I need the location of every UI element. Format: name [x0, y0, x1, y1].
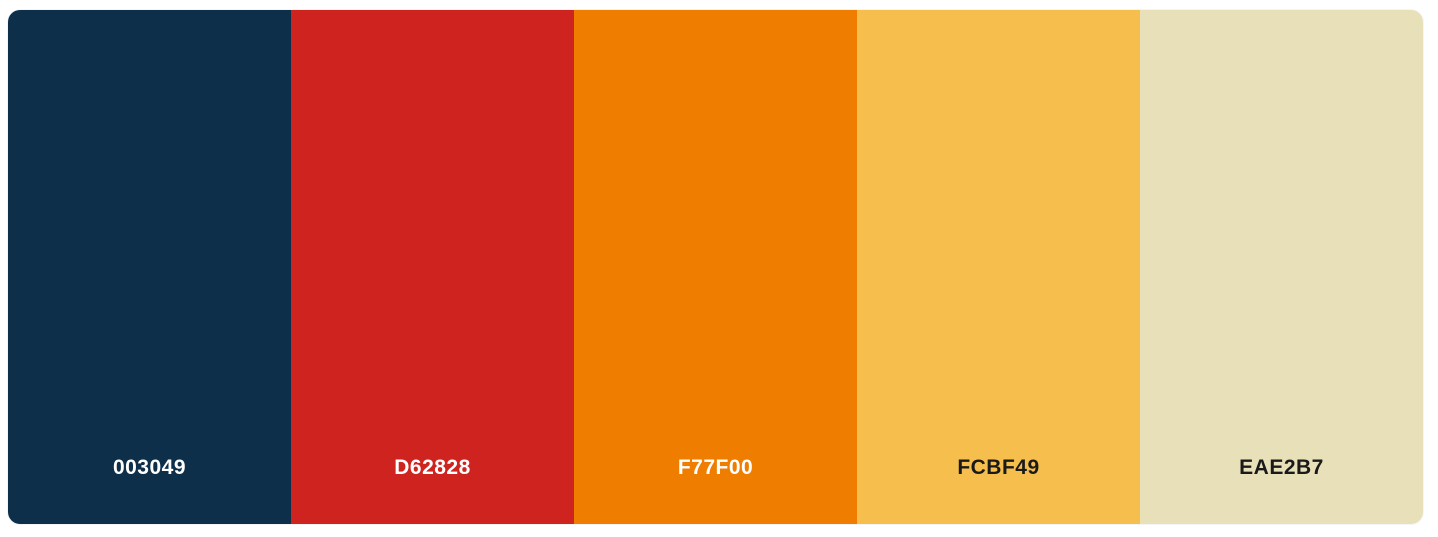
swatch-1-hex-label[interactable]: 003049: [112, 456, 187, 479]
swatch-3-hex-label[interactable]: F77F00: [677, 456, 754, 479]
swatch-2-hex-label[interactable]: D62828: [394, 456, 471, 479]
swatch-5[interactable]: EAE2B7: [1140, 10, 1423, 524]
swatch-1[interactable]: 003049: [8, 10, 291, 524]
swatch-4-hex-label[interactable]: FCBF49: [957, 456, 1040, 479]
swatch-2[interactable]: D62828: [291, 10, 574, 524]
swatch-3[interactable]: F77F00: [574, 10, 857, 524]
swatch-4[interactable]: FCBF49: [857, 10, 1140, 524]
color-palette: 003049 D62828 F77F00 FCBF49 EAE2B7: [8, 10, 1423, 524]
swatch-5-hex-label[interactable]: EAE2B7: [1239, 456, 1324, 479]
